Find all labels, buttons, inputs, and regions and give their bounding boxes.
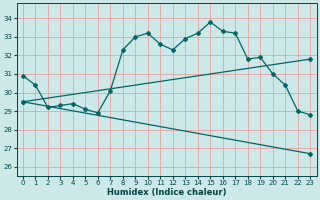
X-axis label: Humidex (Indice chaleur): Humidex (Indice chaleur) (107, 188, 226, 197)
